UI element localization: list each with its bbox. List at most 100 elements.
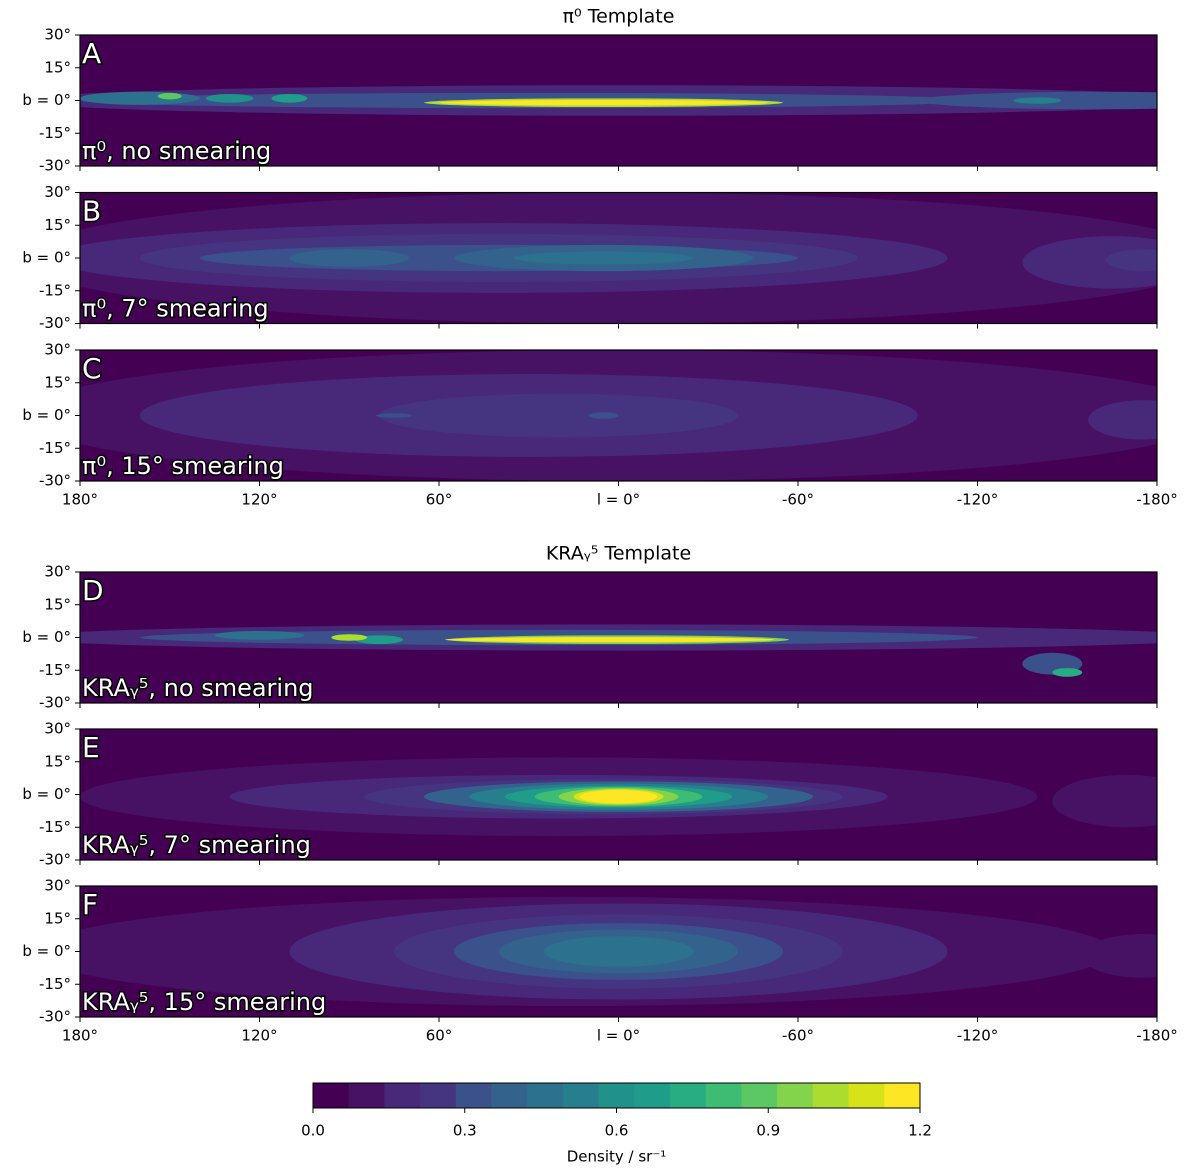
colorbar-bin [420, 1083, 457, 1108]
contour-level [205, 93, 254, 103]
heatmap [80, 350, 1157, 481]
y-tick-label: 30° [44, 563, 71, 581]
contour-level [579, 790, 658, 804]
y-tick-label: 15° [44, 752, 71, 770]
y-tick-label: -15° [39, 439, 71, 457]
colorbar-bin [313, 1083, 350, 1108]
y-tick-label: -30° [39, 472, 71, 490]
colorbar-bin [527, 1083, 564, 1108]
colorbar-bin [884, 1083, 921, 1108]
panel-letter: E [82, 731, 100, 764]
y-tick-label: -15° [39, 661, 71, 679]
x-tick-label: l = 0° [597, 491, 640, 509]
panel-letter: F [82, 888, 98, 921]
contour-level [1106, 249, 1157, 272]
colorbar-tick-label: 0.6 [605, 1122, 629, 1140]
contour-level [331, 634, 368, 641]
colorbar-bin [741, 1083, 778, 1108]
chart-title: KRAᵧ⁵ Template [546, 543, 691, 565]
heatmap [80, 572, 1157, 703]
y-tick-label: 15° [44, 58, 71, 76]
contour-level [1013, 97, 1062, 104]
x-tick-label: 60° [426, 1027, 453, 1045]
colorbar-bin [348, 1083, 385, 1108]
panel-label: KRAᵧ⁵, 15° smearing [82, 988, 326, 1016]
y-tick-label: -30° [39, 694, 71, 712]
contour-level [1052, 774, 1157, 828]
heatmap [80, 886, 1157, 1017]
colorbar-bin [384, 1083, 421, 1108]
x-tick-label: 60° [426, 491, 453, 509]
contour-level [439, 100, 769, 106]
x-tick-label: -120° [957, 1027, 999, 1045]
contour-level [355, 635, 404, 645]
contour-level [1088, 400, 1157, 440]
contour-level [80, 91, 200, 105]
contour-level [271, 93, 308, 103]
x-tick-label: -60° [782, 491, 814, 509]
colorbar-bin [777, 1083, 814, 1108]
contour-level [1022, 236, 1157, 289]
y-tick-label: 30° [44, 341, 71, 359]
colorbar-bin [705, 1083, 742, 1108]
colorbar-bin [848, 1083, 885, 1108]
y-tick-label: 15° [44, 595, 71, 613]
x-tick-label: l = 0° [597, 1027, 640, 1045]
y-tick-label: 30° [44, 877, 71, 895]
colorbar-bin [562, 1083, 600, 1108]
chart-title: π⁰ Template [563, 6, 675, 28]
x-tick-label: -60° [782, 1027, 814, 1045]
y-tick-label: b = 0° [22, 785, 71, 803]
colorbar-label: Density / sr⁻¹ [567, 1148, 667, 1166]
heatmap [80, 729, 1157, 860]
y-tick-label: 30° [44, 183, 71, 201]
panel-letter: C [82, 352, 102, 385]
x-tick-label: -180° [1136, 491, 1178, 509]
panel-label: π⁰, 7° smearing [82, 295, 269, 323]
heatmap [80, 35, 1157, 166]
panel-letter: B [82, 195, 101, 228]
y-tick-label: 30° [44, 720, 71, 738]
y-tick-label: -30° [39, 1008, 71, 1026]
colorbar-bin [812, 1083, 850, 1108]
contour-level [1082, 934, 1157, 978]
colorbar-tick-label: 0.0 [301, 1122, 325, 1140]
contour-level [1052, 668, 1083, 677]
y-tick-label: 15° [44, 373, 71, 391]
contour-level [289, 249, 410, 267]
panel-label: π⁰, 15° smearing [82, 452, 284, 480]
contour-level [157, 92, 182, 100]
contour-level [513, 251, 694, 265]
x-tick-label: 120° [241, 491, 277, 509]
y-tick-label: -30° [39, 314, 71, 332]
y-tick-label: b = 0° [22, 91, 71, 109]
y-tick-label: -30° [39, 157, 71, 175]
x-tick-label: -120° [957, 491, 999, 509]
y-tick-label: -15° [39, 281, 71, 299]
y-tick-label: 15° [44, 216, 71, 234]
y-tick-label: 30° [44, 26, 71, 44]
colorbar-bin [598, 1083, 635, 1108]
y-tick-label: b = 0° [22, 249, 71, 267]
colorbar-bin [634, 1083, 671, 1108]
colorbar-bin [670, 1083, 707, 1108]
y-tick-label: b = 0° [22, 942, 71, 960]
panel-label: KRAᵧ⁵, no smearing [82, 674, 314, 702]
colorbar-bin [491, 1083, 528, 1108]
contour-level [588, 412, 619, 419]
x-tick-label: 120° [241, 1027, 277, 1045]
panel-letter: D [82, 574, 104, 607]
y-tick-label: -15° [39, 124, 71, 142]
colorbar-tick-label: 0.3 [453, 1122, 477, 1140]
y-tick-label: -30° [39, 851, 71, 869]
colorbar-tick-label: 0.9 [756, 1122, 780, 1140]
y-tick-label: 15° [44, 909, 71, 927]
y-tick-label: b = 0° [22, 628, 71, 646]
panel-label: π⁰, no smearing [82, 137, 271, 165]
panel-letter: A [82, 37, 101, 70]
y-tick-label: b = 0° [22, 406, 71, 424]
contour-level [444, 637, 775, 643]
colorbar-tick-label: 1.2 [908, 1122, 932, 1140]
x-tick-label: -180° [1136, 1027, 1178, 1045]
